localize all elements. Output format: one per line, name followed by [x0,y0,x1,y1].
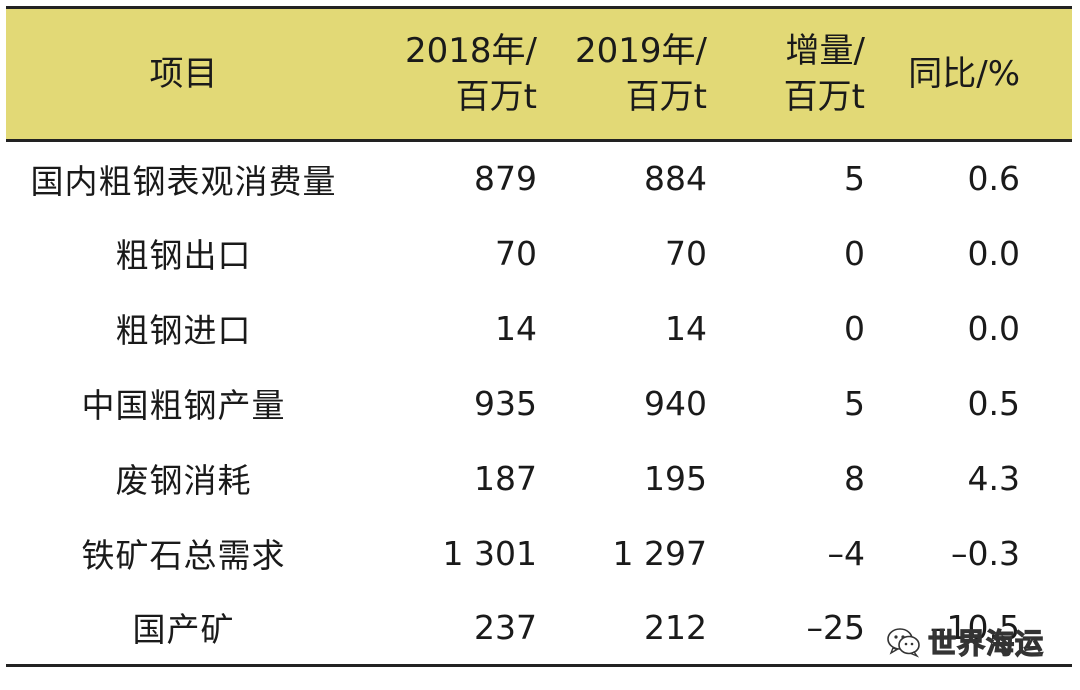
row-value-2018: 70 [495,233,537,273]
row-value-yoy: 0.0 [967,308,1020,348]
row-value-2019: 884 [644,159,707,199]
row-value-2019: 1 297 [612,533,707,573]
wechat-icon [887,628,920,658]
row-value-delta: 0 [844,308,865,348]
row-value-delta: 0 [844,233,865,273]
row-value-2019: 212 [644,607,707,647]
row-value-delta: –25 [806,607,866,647]
header-delta-line1: 增量/ [785,31,865,71]
row-item: 粗钢出口 [115,236,252,275]
watermark: 世界海运 [886,622,1044,662]
table-row: 废钢消耗 187 195 8 4.3 [6,441,1072,516]
row-value-delta: 8 [844,458,865,498]
header-yoy-label: 同比/% [908,54,1020,94]
row-value-yoy: 0.0 [967,233,1020,273]
row-value-delta: –4 [827,533,866,573]
row-item: 国产矿 [132,610,235,650]
header-item-label: 项目 [149,54,218,94]
header-2018: 2018年/ 百万t [361,8,551,141]
header-2019-line1: 2019年/ [575,31,707,71]
table-body: 国内粗钢表观消费量 879 884 5 0.6 粗钢出口 70 70 0 0.0… [6,141,1072,666]
row-value-yoy: –0.3 [951,533,1020,573]
row-value-2018: 1 301 [442,533,537,573]
header-2018-line2: 百万t [455,77,537,117]
row-value-2018: 187 [474,458,537,498]
steel-ore-table: 项目 2018年/ 百万t 2019年/ 百万t 增量/ 百万t 同比/% [6,6,1072,667]
header-yoy: 同比/% [873,8,1072,141]
row-item: 废钢消耗 [115,461,252,500]
data-table-container: 项目 2018年/ 百万t 2019年/ 百万t 增量/ 百万t 同比/% [6,6,1072,667]
header-2019: 2019年/ 百万t [551,8,723,141]
header-delta-line2: 百万t [783,77,865,117]
row-value-2019: 14 [665,308,707,348]
row-value-2018: 14 [495,308,537,348]
header-2018-line1: 2018年/ [405,31,537,71]
row-value-yoy: 0.6 [967,159,1020,199]
table-header: 项目 2018年/ 百万t 2019年/ 百万t 增量/ 百万t 同比/% [6,7,1072,141]
table-row: 国产矿 237 212 –25 –10.5 [6,591,1072,666]
row-value-2018: 237 [474,607,537,647]
header-2019-line2: 百万t [625,77,707,117]
row-value-yoy: –10.5 [930,607,1020,647]
header-row: 项目 2018年/ 百万t 2019年/ 百万t 增量/ 百万t 同比/% [6,7,1072,141]
row-value-2019: 940 [644,383,707,423]
table-row: 粗钢出口 70 70 0 0.0 [6,216,1072,291]
table-row: 铁矿石总需求 1 301 1 297 –4 –0.3 [6,516,1072,591]
row-item: 铁矿石总需求 [81,536,286,575]
row-item: 粗钢进口 [115,311,252,350]
row-value-yoy: 0.5 [967,383,1020,423]
row-value-yoy: 4.3 [967,458,1020,498]
table-row: 国内粗钢表观消费量 879 884 5 0.6 [6,141,1072,216]
watermark-text: 世界海运 [927,626,1045,660]
row-item: 中国粗钢产量 [81,386,286,425]
row-value-2018: 879 [474,159,537,199]
row-value-delta: 5 [844,159,865,199]
row-value-2019: 70 [665,233,707,273]
table-row: 粗钢进口 14 14 0 0.0 [6,291,1072,366]
row-value-2018: 935 [474,383,537,423]
row-value-delta: 5 [844,383,865,423]
table-row: 中国粗钢产量 935 940 5 0.5 [6,366,1072,441]
header-delta: 增量/ 百万t [723,8,873,141]
row-item: 国内粗钢表观消费量 [30,161,337,201]
row-value-2019: 195 [644,458,707,498]
header-item: 项目 [6,8,361,141]
